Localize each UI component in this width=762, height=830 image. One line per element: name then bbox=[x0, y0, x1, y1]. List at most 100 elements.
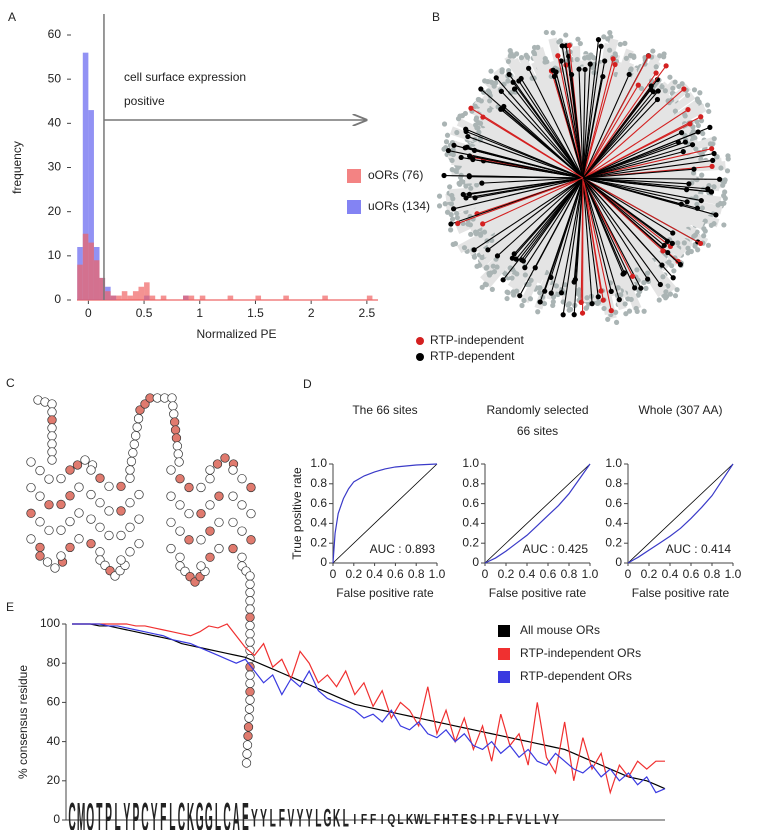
residue bbox=[245, 596, 255, 606]
tree-branch bbox=[582, 88, 685, 179]
tree-tip bbox=[445, 147, 452, 154]
tree-branch bbox=[582, 58, 614, 179]
residue bbox=[205, 526, 215, 536]
tree-tip bbox=[626, 71, 632, 78]
residue bbox=[205, 500, 215, 510]
residue bbox=[35, 542, 45, 553]
tree-tip bbox=[506, 71, 512, 78]
tree-fan bbox=[583, 110, 676, 178]
tree-fan bbox=[476, 178, 583, 233]
tree-tip bbox=[595, 36, 602, 43]
tree-leaf bbox=[699, 205, 705, 211]
tree-tip bbox=[480, 114, 486, 120]
tree-leaf bbox=[507, 48, 513, 54]
residue bbox=[104, 530, 114, 541]
tree-tip bbox=[480, 221, 486, 227]
tree bbox=[436, 29, 731, 325]
x-tick-label: 0.8 bbox=[561, 567, 578, 581]
tree-leaf bbox=[454, 215, 460, 221]
tree-leaf bbox=[472, 103, 478, 109]
tree-branch bbox=[582, 177, 599, 297]
residue bbox=[35, 491, 45, 501]
tree-fan bbox=[583, 100, 678, 178]
tree-branch bbox=[555, 71, 584, 179]
tree-fan bbox=[583, 92, 672, 178]
residue bbox=[35, 465, 45, 476]
residue bbox=[47, 447, 57, 457]
logo-letter: Y bbox=[306, 806, 313, 830]
tree-branch bbox=[582, 144, 693, 179]
tree-branch bbox=[557, 55, 584, 179]
tree-leaf bbox=[544, 59, 550, 65]
logo-letter: G bbox=[196, 796, 204, 830]
tree-leaf bbox=[724, 168, 731, 174]
x-tick-label: 0.2 bbox=[641, 567, 658, 581]
tree-leaf bbox=[457, 113, 463, 119]
tree-branch bbox=[582, 148, 712, 179]
residue bbox=[212, 459, 223, 469]
tree-leaf bbox=[488, 270, 494, 276]
tree-tip bbox=[698, 197, 704, 204]
logo-letter: L bbox=[525, 811, 532, 827]
residue bbox=[44, 500, 54, 510]
tree-tip bbox=[698, 114, 704, 120]
tree-tip bbox=[576, 66, 582, 72]
tree-tip bbox=[713, 212, 719, 218]
residue bbox=[47, 455, 57, 465]
tree-branch bbox=[474, 177, 584, 199]
residue bbox=[196, 508, 206, 519]
logo-letter: L bbox=[343, 806, 349, 830]
residue bbox=[242, 740, 253, 750]
residue bbox=[170, 417, 180, 427]
logo-letter: Y bbox=[297, 806, 304, 830]
residue bbox=[56, 551, 66, 561]
logo-letter: C bbox=[178, 796, 185, 830]
tree-leaf bbox=[482, 78, 488, 84]
tree-leaf bbox=[506, 67, 512, 74]
residue bbox=[116, 506, 126, 516]
residue bbox=[47, 439, 57, 449]
logo-letter: C bbox=[68, 796, 75, 830]
legend-swatch bbox=[498, 625, 510, 637]
x-tick-label: 0 bbox=[85, 306, 92, 320]
tree-fan bbox=[583, 103, 707, 178]
tree-tip bbox=[654, 96, 661, 103]
x-tick-label: 0.8 bbox=[704, 567, 721, 581]
tree-branch bbox=[582, 72, 657, 179]
tree-leaf bbox=[523, 52, 529, 58]
tree-leaf bbox=[478, 98, 484, 104]
residue bbox=[245, 695, 255, 705]
tree-leaf bbox=[436, 193, 443, 199]
tree-leaf bbox=[507, 53, 513, 59]
y-tick-label: 40 bbox=[47, 734, 61, 748]
tree-leaf bbox=[641, 280, 647, 286]
tree-leaf bbox=[468, 185, 474, 191]
residue bbox=[205, 465, 215, 475]
residue bbox=[244, 704, 255, 714]
residue bbox=[116, 555, 126, 565]
residue bbox=[74, 534, 84, 544]
tree-fan bbox=[583, 172, 697, 180]
logo-letter: S bbox=[470, 811, 477, 827]
tree-tip bbox=[675, 139, 681, 145]
tree-branch bbox=[495, 77, 584, 179]
tree-fan bbox=[472, 178, 583, 224]
tree-leaf bbox=[720, 182, 726, 188]
tree-branch bbox=[582, 177, 604, 301]
annotation: cell surface expression bbox=[124, 70, 246, 84]
tree-leaf bbox=[653, 64, 659, 70]
legend-swatch bbox=[498, 671, 510, 683]
tree-fan bbox=[451, 178, 583, 207]
tree-leaf bbox=[701, 226, 707, 232]
residue bbox=[175, 500, 185, 510]
residue bbox=[166, 517, 176, 528]
tree-tip bbox=[500, 277, 506, 283]
legend-label: uORs (134) bbox=[368, 199, 430, 213]
tree-leaf bbox=[670, 85, 676, 91]
residue bbox=[184, 482, 194, 493]
residue bbox=[95, 522, 105, 532]
y-tick-label: 0 bbox=[320, 555, 327, 569]
tree-leaf bbox=[563, 32, 569, 38]
tree-fan bbox=[547, 69, 583, 178]
tree-branch bbox=[571, 74, 584, 179]
